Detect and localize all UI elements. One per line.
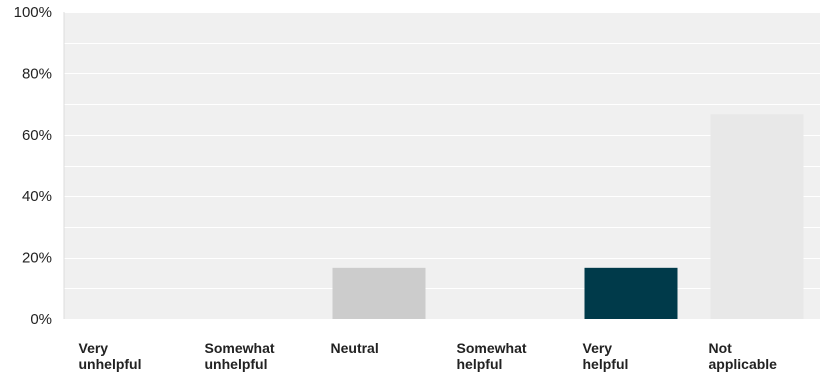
x-category-label: Somewhat unhelpful (205, 340, 275, 372)
y-tick-label: 40% (22, 188, 52, 205)
plot-background (64, 12, 820, 319)
y-tick-label: 60% (22, 127, 52, 144)
x-category-label: Neutral (331, 340, 379, 356)
gridlines (64, 12, 820, 289)
x-category-label: Not applicable (709, 340, 778, 372)
y-axis-ticks: 0% 20% 40% 60% 80% 100% (14, 4, 52, 328)
bar (584, 267, 678, 319)
x-category-label: Very helpful (583, 340, 629, 372)
bars (332, 114, 804, 320)
y-tick-label: 80% (22, 65, 52, 82)
y-tick-label: 20% (22, 250, 52, 267)
bar (332, 267, 426, 319)
y-tick-label: 0% (30, 311, 52, 328)
x-category-label: Very unhelpful (79, 340, 142, 372)
x-category-label: Somewhat helpful (457, 340, 527, 372)
bar (710, 114, 804, 320)
y-tick-label: 100% (14, 4, 52, 21)
x-axis-labels: Very unhelpful Somewhat unhelpful Neutral Som… (79, 340, 778, 372)
